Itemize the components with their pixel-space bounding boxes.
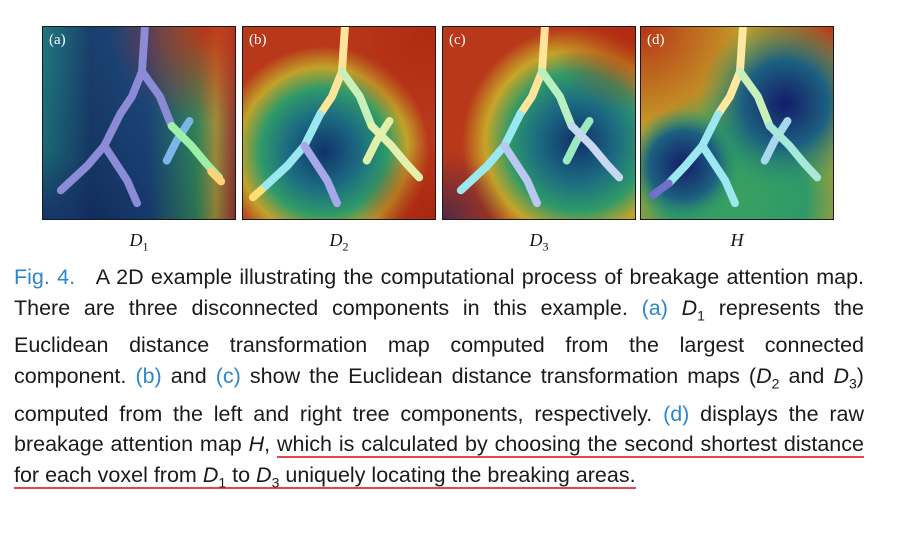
panel-a-label: D1 — [129, 230, 149, 254]
ref-panel-d[interactable]: (d) — [663, 401, 690, 426]
figure-caption: Fig. 4. A 2D example illustrating the co… — [14, 265, 865, 490]
figure-label: Fig. 4. — [14, 265, 76, 289]
ref-panel-b[interactable]: (b) — [135, 363, 162, 388]
ref-panel-a[interactable]: (a) — [641, 295, 668, 320]
panel-d-tag: (d) — [647, 32, 665, 48]
panel-b-image: (b) — [242, 26, 436, 220]
panel-d-image: (d) — [640, 26, 834, 220]
panel-c-label: D3 — [529, 230, 549, 254]
panel-b-tag: (b) — [249, 32, 267, 48]
panel-b-label: D2 — [329, 230, 349, 254]
panel-a-image: (a) — [42, 26, 236, 220]
underlined-text: which is calculated by choosing the seco… — [14, 432, 864, 490]
panel-a-tag: (a) — [49, 32, 66, 48]
panel-c-image: (c) — [442, 26, 636, 220]
panel-c-tag: (c) — [449, 32, 466, 48]
ref-panel-c[interactable]: (c) — [215, 363, 241, 388]
panel-d-label: H — [730, 230, 744, 250]
figure-panels: (a) — [42, 26, 838, 222]
